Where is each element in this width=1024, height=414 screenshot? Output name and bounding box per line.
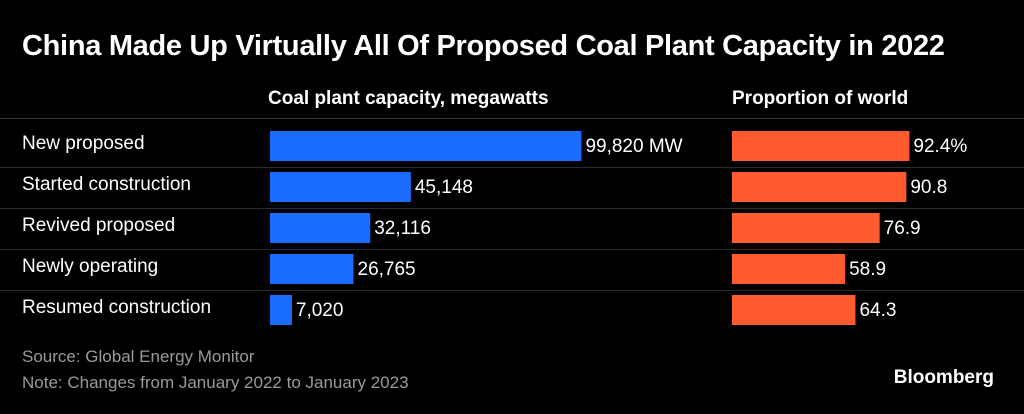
capacity-data-label: 32,116 bbox=[374, 218, 431, 239]
capacity-bar bbox=[270, 172, 411, 202]
proportion-data-label: 90.8 bbox=[910, 177, 947, 198]
chart-title: China Made Up Virtually All Of Proposed … bbox=[22, 30, 945, 62]
category-label: Newly operating bbox=[22, 256, 158, 277]
category-label: Revived proposed bbox=[22, 215, 175, 236]
capacity-data-label: 45,148 bbox=[415, 177, 473, 198]
row-divider bbox=[0, 208, 1024, 209]
proportion-column-header: Proportion of world bbox=[732, 88, 909, 109]
row-divider bbox=[0, 167, 1024, 168]
row-divider bbox=[0, 249, 1024, 250]
proportion-bar bbox=[732, 254, 846, 284]
proportion-bar bbox=[732, 213, 880, 243]
header-divider bbox=[0, 118, 1024, 119]
capacity-data-label: 7,020 bbox=[296, 300, 344, 321]
proportion-bar bbox=[732, 131, 910, 161]
capacity-bar bbox=[270, 295, 292, 325]
category-label: Resumed construction bbox=[22, 297, 211, 318]
category-label: New proposed bbox=[22, 133, 145, 154]
source-note: Source: Global Energy Monitor bbox=[22, 347, 255, 366]
proportion-data-label: 58.9 bbox=[849, 259, 886, 280]
capacity-column-header: Coal plant capacity, megawatts bbox=[268, 88, 549, 109]
bar-chart: New proposed 99,820 MW 92.4% Started constr… bbox=[0, 118, 1024, 325]
capacity-bar bbox=[270, 213, 371, 243]
category-label: Started construction bbox=[22, 174, 191, 195]
row-divider bbox=[0, 290, 1024, 291]
capacity-data-label: 99,820 MW bbox=[585, 136, 682, 157]
proportion-data-label: 92.4% bbox=[913, 136, 967, 157]
capacity-bar bbox=[270, 254, 354, 284]
footnote: Note: Changes from January 2022 to Janua… bbox=[22, 373, 409, 392]
proportion-data-label: 64.3 bbox=[859, 300, 896, 321]
proportion-bar bbox=[732, 295, 856, 325]
proportion-data-label: 76.9 bbox=[884, 218, 921, 239]
proportion-bar bbox=[732, 172, 907, 202]
capacity-bar bbox=[270, 131, 582, 161]
capacity-data-label: 26,765 bbox=[358, 259, 416, 280]
bloomberg-logo: Bloomberg bbox=[893, 367, 994, 388]
